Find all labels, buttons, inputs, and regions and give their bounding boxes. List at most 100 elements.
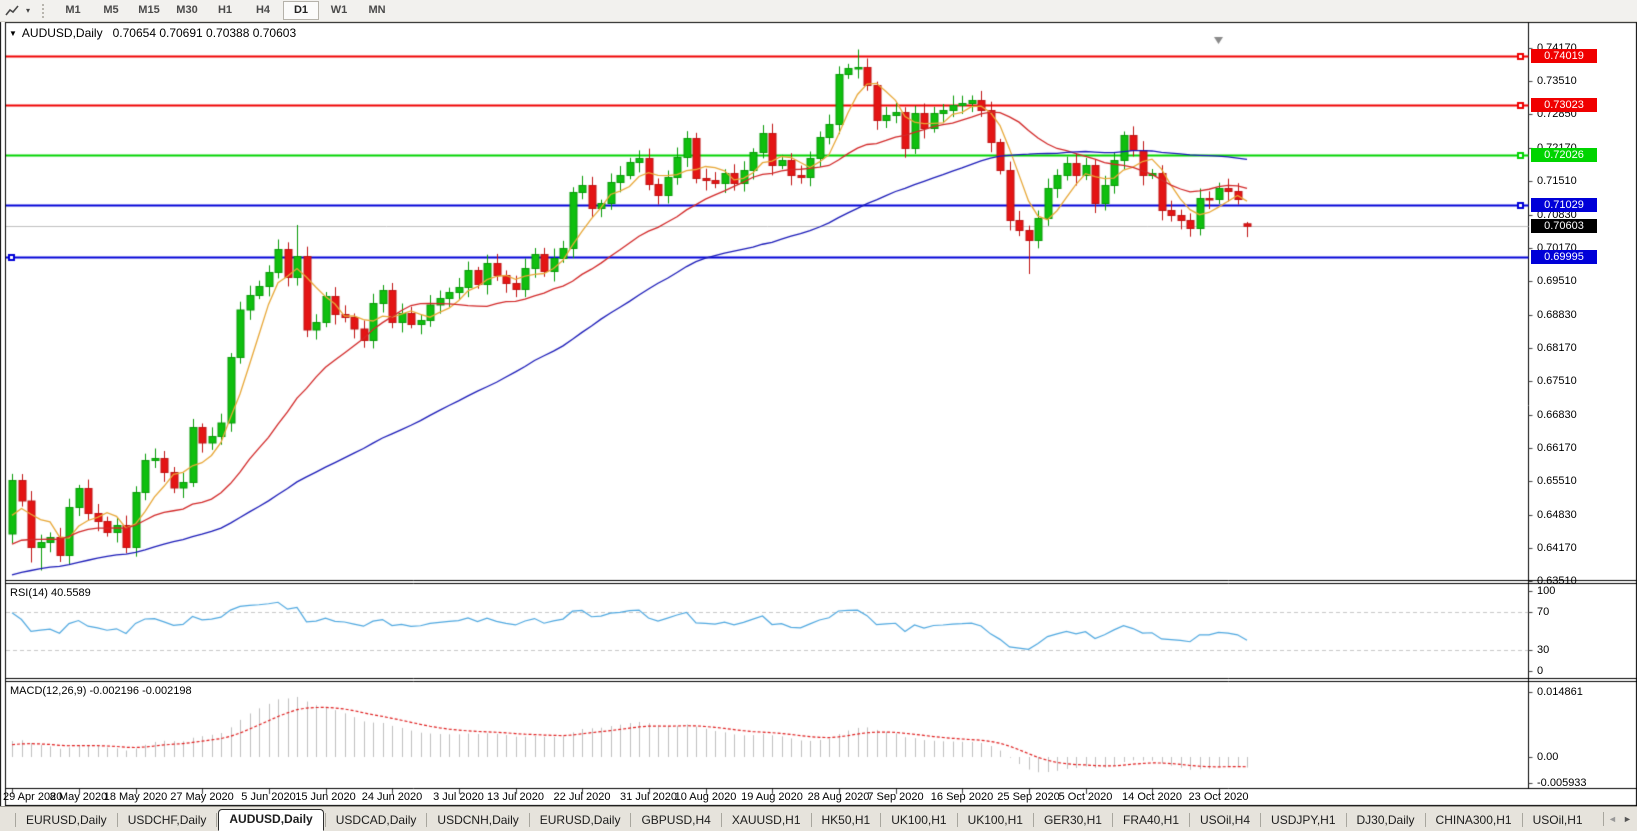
date-axis-label: 18 May 2020: [103, 791, 168, 803]
chart-tab-dj30-daily[interactable]: DJ30,Daily: [1356, 813, 1415, 827]
chart-tab-usoil-h4[interactable]: USOil,H4: [1200, 813, 1251, 827]
chart-tab-gbpusd-h4[interactable]: GBPUSD,H4: [641, 813, 711, 827]
price-axis-label: 0.71510: [1537, 175, 1577, 187]
price-axis-label: 0.66830: [1537, 409, 1577, 421]
toolbar-grip[interactable]: [42, 3, 48, 18]
chart-title: ▼ AUDUSD,Daily 0.70654 0.70691 0.70388 0.7…: [9, 26, 296, 40]
chart-tabs: EURUSD,Daily USDCHF,Daily AUDUSD,Daily USDC…: [17, 809, 1592, 831]
hline-price-badge[interactable]: 0.73023: [1531, 98, 1597, 113]
chart-tab-eurusd-daily[interactable]: EURUSD,Daily: [539, 813, 621, 827]
chart-tab-eurusd-daily[interactable]: EURUSD,Daily: [26, 813, 107, 827]
tab-separator: [216, 813, 218, 827]
rsi-scale-label: 100: [1537, 585, 1556, 597]
price-axis-label: 0.64830: [1537, 509, 1577, 521]
timeframe-button-d1[interactable]: D1: [283, 1, 319, 20]
hline-price-badge[interactable]: 0.69995: [1531, 249, 1597, 264]
tab-separator: [630, 813, 632, 827]
timeframe-button-m15[interactable]: M15: [138, 4, 160, 16]
tab-separator: [324, 813, 326, 827]
chart-tab-audusd-daily[interactable]: AUDUSD,Daily: [218, 809, 324, 831]
date-axis-label: 3 Jul 2020: [433, 791, 484, 803]
date-axis-label: 19 Aug 2020: [741, 791, 803, 803]
timeframe-button-h4[interactable]: H4: [255, 4, 271, 16]
timeframe-toolbar: ▾ M1 M5 M15 M30 H1 H4 D1 W1 MN: [0, 0, 1637, 22]
chart-tab-china300-h1[interactable]: CHINA300,H1: [1435, 813, 1512, 827]
chart-ohlc-values: 0.70654 0.70691 0.70388 0.70603: [112, 26, 297, 40]
date-axis-label: 14 Oct 2020: [1122, 791, 1182, 803]
chart-tab-ger30-h1[interactable]: GER30,H1: [1043, 813, 1102, 827]
hline-price-badge[interactable]: 0.72026: [1531, 148, 1597, 163]
chart-tab-usdcad-daily[interactable]: USDCAD,Daily: [335, 813, 417, 827]
date-axis-label: 27 May 2020: [170, 791, 234, 803]
current-price-badge: 0.70603: [1531, 219, 1597, 234]
cursor-tool-dropdown-icon[interactable]: ▾: [25, 6, 30, 15]
timeframe-button-m30[interactable]: M30: [176, 4, 198, 16]
cursor-tool-icon[interactable]: [2, 2, 22, 20]
tab-separator: [1424, 813, 1426, 827]
timeframe-button-h1[interactable]: H1: [217, 4, 233, 16]
price-axis-label: 0.65510: [1537, 475, 1577, 487]
date-axis-label: 29 Apr 2020: [3, 791, 63, 803]
chart-tab-usdcnh-daily[interactable]: USDCNH,Daily: [437, 813, 519, 827]
chart-tab-xauusd-h1[interactable]: XAUUSD,H1: [731, 813, 801, 827]
price-axis-label: 0.69510: [1537, 275, 1577, 287]
tab-scroll-buttons: ◄ ►: [1602, 810, 1635, 828]
timeframe-button-w1[interactable]: W1: [330, 4, 348, 16]
date-axis-label: 15 Jun 2020: [295, 791, 356, 803]
chart-tab-fra40-h1[interactable]: FRA40,H1: [1122, 813, 1180, 827]
date-axis-label: 5 Jun 2020: [241, 791, 296, 803]
date-axis-label: 7 Sep 2020: [867, 791, 924, 803]
tab-separator: [956, 813, 958, 827]
date-axis-label: 22 Jul 2020: [553, 791, 611, 803]
date-axis-label: 23 Oct 2020: [1188, 791, 1249, 803]
rsi-indicator-label: RSI(14) 40.5589: [10, 587, 91, 599]
price-axis-label: 0.64170: [1537, 542, 1577, 554]
rsi-scale-label: 70: [1537, 606, 1550, 618]
chart-tab-uk100-h1[interactable]: UK100,H1: [891, 813, 947, 827]
tab-separator: [880, 813, 882, 827]
chart-tab-uk100-h1[interactable]: UK100,H1: [967, 813, 1023, 827]
macd-scale-label: -0.005933: [1537, 777, 1587, 789]
date-axis-label: 28 Aug 2020: [807, 791, 870, 803]
date-axis-label: 31 Jul 2020: [620, 791, 677, 803]
tab-separator: [1521, 813, 1523, 827]
tab-separator: [1111, 813, 1113, 827]
price-axis-label: 0.73510: [1537, 75, 1577, 87]
date-axis-label: 13 Jul 2020: [487, 791, 544, 803]
chart-tab-usdchf-daily[interactable]: USDCHF,Daily: [127, 813, 207, 827]
tab-separator: [720, 813, 722, 827]
price-axis-label: 0.67510: [1537, 375, 1577, 387]
chart-tab-hk50-h1[interactable]: HK50,H1: [821, 813, 871, 827]
date-axis-label: 24 Jun 2020: [361, 791, 423, 803]
tab-separator: [1345, 813, 1347, 827]
tab-scroll-right-icon[interactable]: ►: [1623, 814, 1632, 824]
date-axis-label: 16 Sep 2020: [930, 791, 994, 803]
timeframe-button-mn[interactable]: MN: [368, 4, 386, 16]
tab-separator: [528, 813, 530, 827]
chart-tab-usoil-h1[interactable]: USOil,H1: [1532, 813, 1583, 827]
tab-separator: [426, 813, 428, 827]
tab-separator: [1260, 813, 1262, 827]
rsi-scale-label: 30: [1537, 644, 1550, 656]
hline-price-badge[interactable]: 0.74019: [1531, 48, 1597, 63]
tab-separator: [116, 813, 118, 827]
date-axis-label: 25 Sep 2020: [997, 791, 1060, 803]
hline-price-badge[interactable]: 0.71029: [1531, 198, 1597, 213]
price-axis-label: 0.63510: [1537, 575, 1577, 587]
macd-scale-label: 0.00: [1537, 751, 1559, 763]
date-axis-label: 8 May 2020: [49, 791, 108, 803]
tab-bar: EURUSD,Daily USDCHF,Daily AUDUSD,Daily USDC…: [0, 806, 1637, 831]
chart-symbol-label: AUDUSD,Daily: [21, 26, 103, 40]
rsi-scale-label: 0: [1537, 665, 1544, 677]
chart-dropdown-icon[interactable]: ▼: [9, 29, 17, 38]
chart-tab-usdjpy-h1[interactable]: USDJPY,H1: [1271, 813, 1336, 827]
macd-scale-label: 0.014861: [1537, 686, 1583, 698]
macd-indicator-label: MACD(12,26,9) -0.002196 -0.002198: [10, 685, 192, 697]
timeframe-button-m5[interactable]: M5: [103, 4, 119, 16]
tab-scroll-left-icon[interactable]: ◄: [1608, 814, 1617, 824]
tab-separator: [810, 813, 812, 827]
date-axis-label: 10 Aug 2020: [674, 791, 737, 803]
timeframe-button-m1[interactable]: M1: [65, 4, 81, 16]
